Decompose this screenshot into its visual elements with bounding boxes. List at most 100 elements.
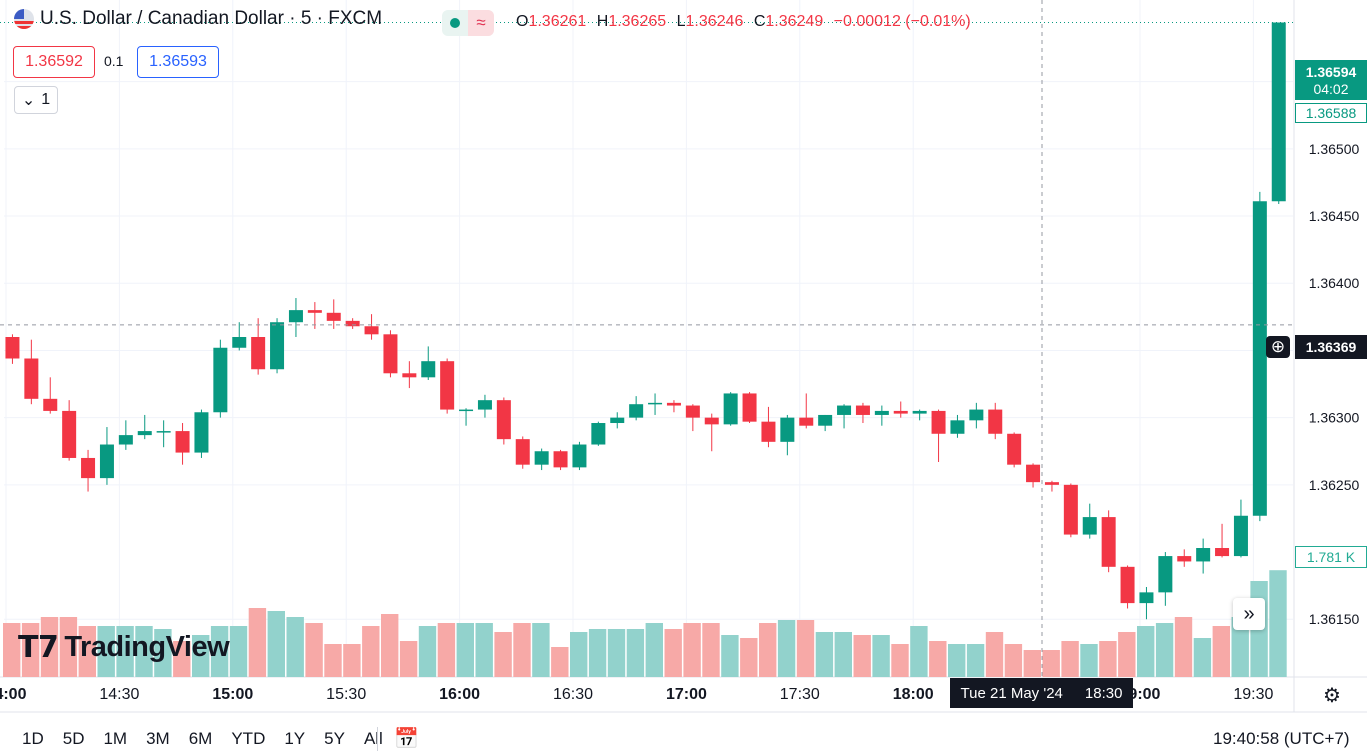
volume-bar [948, 644, 966, 677]
add-alert-plus-icon[interactable]: ⊕ [1266, 336, 1290, 358]
candle-body [874, 410, 889, 415]
candle-body [1233, 515, 1248, 557]
candle-body [610, 417, 625, 424]
time-tick-label: 16:00 [439, 686, 480, 703]
candle-body [270, 322, 285, 370]
sell-button[interactable]: 1.36592 [13, 46, 95, 78]
candle-body [534, 451, 549, 465]
volume-bar [116, 626, 134, 677]
time-axis[interactable]: 14:00 14:30 15:00 15:30 16:00 16:30 17:00 17:30… [0, 686, 1274, 703]
price-tick-label: 1.36150 [1309, 611, 1360, 627]
candle-body [1044, 482, 1059, 485]
candle-body [969, 409, 984, 421]
candle-body [137, 431, 152, 436]
range-5d[interactable]: 5D [62, 728, 85, 748]
crosshair-time: 18:30 [1084, 684, 1123, 702]
candle-body [43, 398, 58, 411]
volume-bar [815, 632, 834, 677]
volume-bar [796, 620, 815, 677]
time-tick-label: 14:30 [99, 686, 139, 703]
crosshair [0, 0, 1294, 677]
market-status-pill[interactable]: ≈ [442, 10, 494, 36]
volume-bar [1269, 570, 1287, 677]
us-ca-flag-icon [14, 9, 34, 29]
volume-bar [3, 623, 21, 677]
indicators-toggle[interactable]: ⌄ 1 [14, 86, 58, 114]
volume-bar [664, 629, 682, 677]
range-ytd[interactable]: YTD [231, 728, 266, 748]
range-1y[interactable]: 1Y [284, 728, 306, 748]
candle-body [1101, 517, 1116, 567]
volume-bar [362, 626, 380, 677]
scroll-to-realtime-button[interactable]: » [1233, 598, 1265, 630]
candle-body [118, 435, 133, 445]
candle-body [629, 404, 644, 418]
candle-body [1082, 517, 1097, 535]
candle-body [1120, 566, 1135, 604]
candle-body [383, 334, 398, 374]
volume-bar [1231, 617, 1249, 677]
time-tick-label: 17:30 [780, 686, 820, 703]
volume-bar [381, 614, 399, 677]
tradingview-logo[interactable]: 𝗧𝟳 TradingView [18, 630, 230, 665]
volume-bar [683, 623, 701, 677]
candle-body [99, 444, 114, 479]
range-all[interactable]: All [363, 728, 383, 748]
volume-bar [1042, 650, 1060, 677]
volume-bar [777, 620, 796, 677]
price-tick-label: 1.36500 [1309, 141, 1360, 157]
volume-bar [267, 611, 285, 677]
time-tick-label: 16:30 [553, 686, 593, 703]
volume-bar [929, 641, 947, 677]
volume-bar [456, 623, 474, 677]
crosshair-date: Tue 21 May '24 [960, 684, 1063, 702]
volume-bar [418, 626, 437, 677]
volume-bar [645, 623, 663, 677]
volume-bar [702, 623, 720, 677]
volume-bar [399, 641, 418, 677]
volume-bar [853, 635, 871, 677]
time-tick-label: 18:00 [893, 686, 934, 703]
range-1d[interactable]: 1D [22, 728, 44, 748]
volume-bar [154, 629, 172, 677]
symbol-title[interactable]: U.S. Dollar / Canadian Dollar · 5 · FXCM [14, 8, 382, 30]
time-tick-label: 14:00 [0, 686, 27, 703]
candle-body [459, 409, 474, 412]
range-1m[interactable]: 1M [103, 728, 128, 748]
range-3m[interactable]: 3M [146, 728, 170, 748]
candle-body [1158, 556, 1173, 593]
volume-bar [173, 641, 191, 677]
candle-body [1026, 464, 1041, 483]
double-chevron-right-icon: » [1243, 602, 1255, 625]
goto-date-icon[interactable]: 📅 [394, 728, 419, 750]
volume-bar [1174, 617, 1193, 677]
volume-bar [40, 617, 59, 677]
volume-bar [494, 632, 512, 677]
bid-price-tag: 1.36588 [1295, 103, 1367, 123]
volume-bar [21, 623, 40, 677]
clock-timezone[interactable]: 19:40:58 (UTC+7) [1213, 729, 1350, 748]
candle-body [1139, 592, 1154, 604]
volume-bar [324, 644, 342, 677]
candles [5, 22, 1286, 620]
range-6m[interactable]: 6M [188, 728, 213, 748]
volume-bar [1155, 623, 1174, 677]
settings-gear-icon[interactable]: ⚙ [1323, 685, 1341, 707]
volume-bar [305, 623, 323, 677]
range-5y[interactable]: 5Y [324, 728, 345, 748]
volume-bar [135, 626, 153, 677]
candle-body [742, 393, 757, 422]
buy-button[interactable]: 1.36593 [137, 46, 219, 78]
candle-body [364, 326, 379, 335]
volume-bar [721, 635, 739, 677]
candle-body [893, 410, 908, 414]
date-range-bar: 1D 5D 1M 3M 6M YTD 1Y 5Y All [0, 721, 1367, 756]
volume-bar [607, 629, 626, 677]
volume-bar [229, 626, 248, 677]
candle-body [723, 393, 738, 425]
candle-body [213, 347, 228, 413]
candle-body [1007, 433, 1022, 465]
candle-body [572, 444, 587, 468]
time-tick-label: 19:30 [1233, 686, 1273, 703]
